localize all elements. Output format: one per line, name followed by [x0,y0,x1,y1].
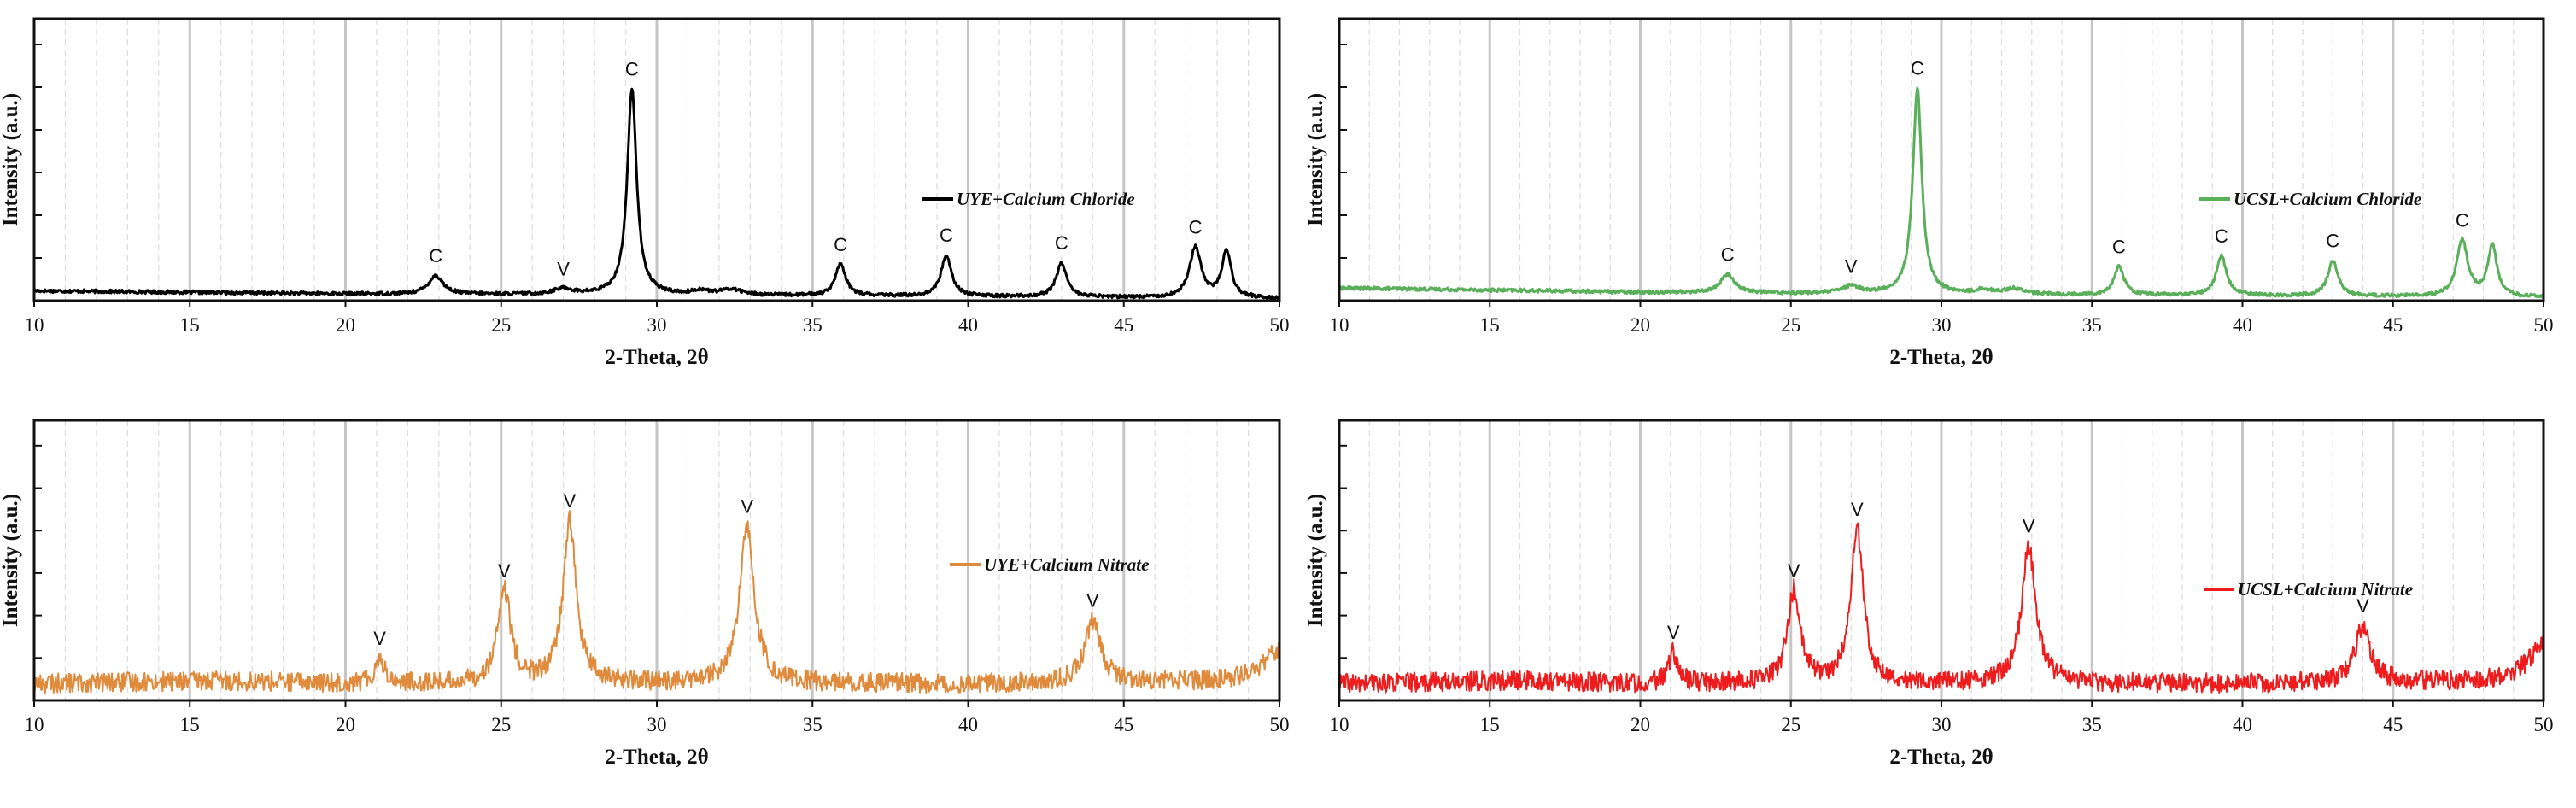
x-tick-label: 20 [336,314,355,336]
x-tick-label: 30 [1932,714,1952,735]
data-series-line [1338,86,2544,299]
x-tick-label: 40 [958,314,978,336]
x-tick-label: 15 [180,314,200,336]
peak-label: V [1086,590,1099,612]
peak-label: V [2356,595,2369,617]
x-tick-label: 50 [1270,714,1290,735]
x-tick-label: 20 [1630,714,1650,735]
peak-label: C [1189,216,1203,237]
x-tick-label: 35 [2082,714,2102,735]
x-tick-label: 10 [25,314,44,336]
peak-label: V [564,490,577,512]
peak-label: C [1721,243,1735,265]
x-tick-label: 30 [647,714,667,735]
x-tick-label: 10 [25,714,44,735]
x-tick-label: 30 [1932,314,1952,336]
legend-label: UYE+Calcium Nitrate [984,554,1149,575]
x-axis-title: 2-Theta, 2θ [605,746,708,769]
peak-label: V [1845,256,1858,278]
chart-panel-ucsl-calcium-nitrate: V V V V V 10 15 20 25 30 35 40 45 50 2-Theta, 2θ Intens… [1304,419,2554,769]
legend-label: UCSL+Calcium Chloride [2234,189,2421,209]
x-axis-title: 2-Theta, 2θ [605,346,708,369]
y-axis-title: Intensity (a.u.) [1304,93,1327,226]
peak-label: C [625,58,639,79]
x-tick-label: 30 [647,314,667,336]
peak-label: C [2215,225,2228,247]
x-tick-label: 15 [180,714,200,735]
x-tick-label: 15 [1480,314,1500,336]
x-tick-label: 40 [2233,314,2252,336]
peak-label: V [2023,516,2035,537]
peak-label: V [498,560,511,582]
peak-label: V [1851,499,1864,520]
x-axis-title: 2-Theta, 2θ [1889,346,1993,369]
x-tick-label: 45 [2383,714,2403,735]
peak-label: C [429,245,442,266]
x-tick-label: 25 [1781,714,1800,735]
x-axis-title: 2-Theta, 2θ [1889,746,1993,769]
chart-panel-uye-calcium-chloride: C V C C C C C 10 15 20 25 30 35 40 45 50 2-Theta, 2θ Inte… [0,17,1290,369]
peak-label: C [940,225,953,246]
x-tick-label: 45 [2383,314,2403,336]
data-series-line [1338,522,2544,694]
x-tick-label: 20 [1630,314,1650,336]
peak-label: V [741,496,753,518]
peak-label: C [2326,230,2339,251]
peak-label: C [2456,210,2469,231]
peak-label: C [1055,232,1068,254]
x-tick-label: 40 [2233,714,2252,735]
peak-label: V [557,258,570,279]
legend-label: UYE+Calcium Chloride [957,189,1135,209]
peak-label: C [1911,58,1924,79]
peak-label: C [2112,237,2126,258]
data-series-line [33,510,1280,694]
data-series-line [32,87,1281,301]
x-tick-label: 25 [491,314,511,336]
x-tick-label: 20 [336,714,355,735]
chart-panel-uye-calcium-nitrate: V V V V V 10 15 20 25 30 35 40 45 50 2-Theta, 2θ Intens… [0,419,1290,769]
x-tick-label: 10 [1330,314,1349,336]
peak-label: V [1788,560,1800,582]
x-tick-label: 50 [1270,314,1290,336]
y-axis-title: Intensity (a.u.) [0,93,22,226]
legend-label: UCSL+Calcium Nitrate [2238,579,2413,600]
x-tick-label: 25 [491,714,511,735]
x-tick-label: 25 [1781,314,1800,336]
x-tick-label: 10 [1330,714,1349,735]
peak-label: V [373,628,386,649]
x-tick-label: 40 [958,714,978,735]
peak-label: C [834,234,847,255]
x-tick-label: 50 [2534,314,2554,336]
x-tick-label: 35 [2082,314,2102,336]
x-tick-label: 35 [803,314,823,336]
x-tick-label: 45 [1114,314,1133,336]
x-tick-label: 15 [1480,714,1500,735]
x-tick-label: 35 [803,714,823,735]
peak-label: V [1667,622,1680,643]
y-axis-title: Intensity (a.u.) [1304,494,1327,627]
x-tick-label: 50 [2534,714,2554,735]
x-tick-label: 45 [1114,714,1133,735]
y-axis-title: Intensity (a.u.) [0,494,22,627]
chart-panel-ucsl-calcium-chloride: C V C C C C C 10 15 20 25 30 35 40 45 50 2-Theta, 2θ Inte… [1304,17,2554,369]
